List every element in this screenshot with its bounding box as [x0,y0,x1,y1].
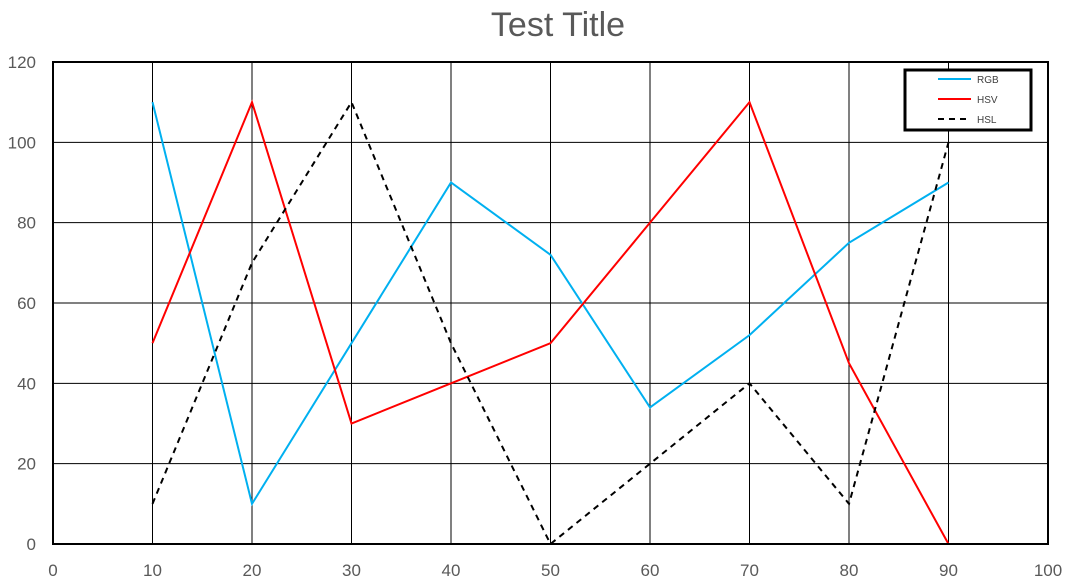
y-tick-label: 100 [8,133,36,152]
y-tick-label: 60 [17,294,36,313]
y-tick-label: 20 [17,455,36,474]
x-tick-label: 0 [48,561,57,580]
axis-tick-labels: 0 10 20 30 40 50 60 70 80 90 100 0 20 40 60 80 100 120 [8,53,1063,580]
legend-label-hsv: HSV [977,95,998,106]
plot-area-frame [52,61,1049,545]
x-tick-label: 40 [442,561,461,580]
x-tick-label: 60 [641,561,660,580]
x-tick-label: 70 [740,561,759,580]
y-tick-label: 40 [17,374,36,393]
chart-title: Test Title [491,6,625,44]
x-tick-label: 30 [342,561,361,580]
legend-label-hsl: HSL [977,115,997,126]
y-tick-label: 80 [17,214,36,233]
y-tick-label: 0 [27,535,36,554]
x-tick-label: 50 [541,561,560,580]
x-tick-label: 10 [143,561,162,580]
x-tick-label: 100 [1034,561,1062,580]
x-tick-label: 80 [840,561,859,580]
x-tick-label: 90 [939,561,958,580]
legend: RGB HSV HSL [903,68,1033,132]
series-line-hsl [151,99,950,546]
legend-label-rgb: RGB [977,75,999,86]
y-tick-label: 120 [8,53,36,72]
x-tick-label: 20 [243,561,262,580]
series-lines [151,99,950,546]
